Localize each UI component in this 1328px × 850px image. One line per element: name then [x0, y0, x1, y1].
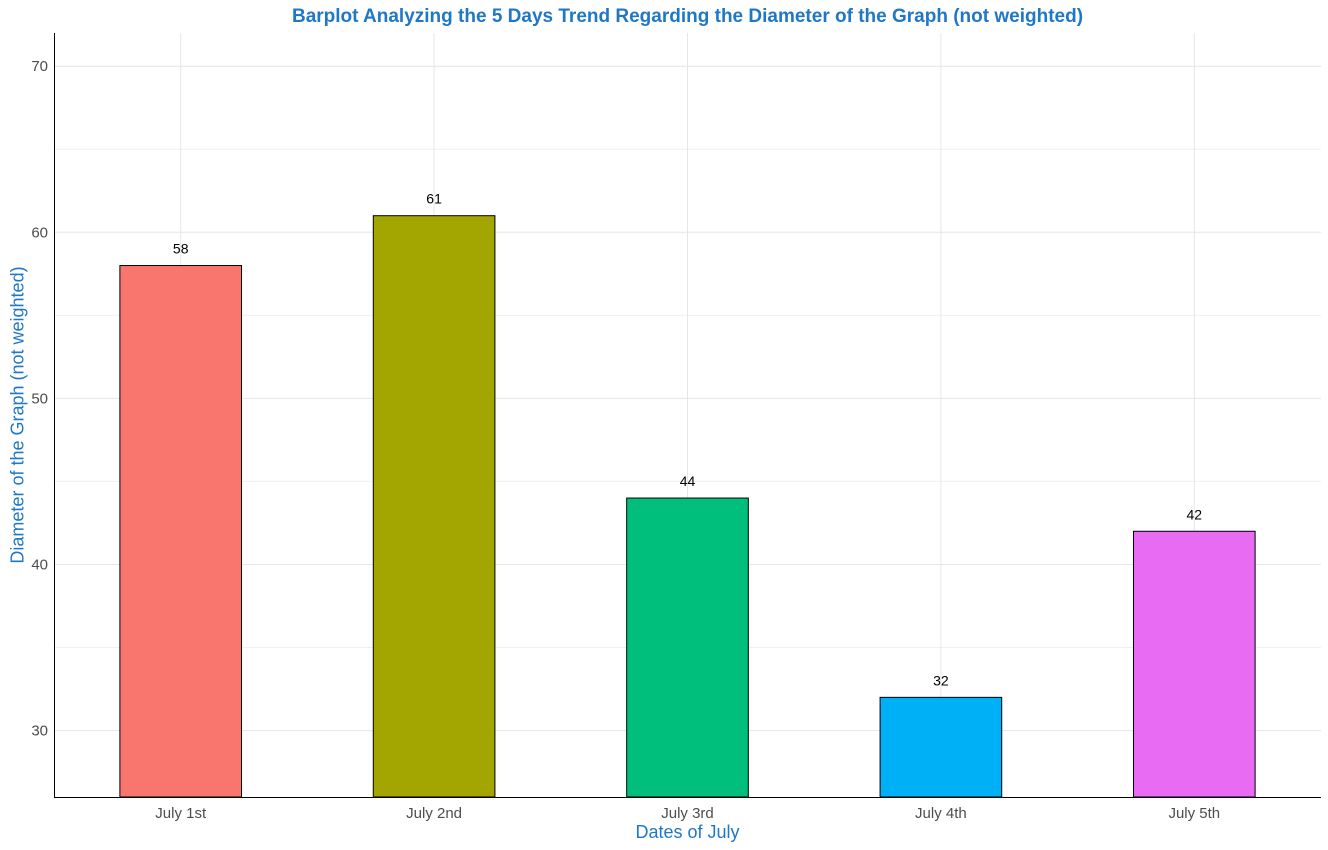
x-tick-label-3: July 3rd: [661, 805, 714, 822]
x-tick-label-2: July 2nd: [406, 805, 462, 822]
bar-5: [1132, 530, 1256, 798]
data-label-1: 58: [173, 241, 189, 257]
data-label-2: 61: [426, 191, 442, 207]
bar-4: [879, 696, 1003, 798]
bar-3: [626, 497, 749, 798]
chart-title: Barplot Analyzing the 5 Days Trend Regar…: [291, 6, 1084, 27]
bar-1: [119, 265, 243, 798]
data-labels: 58 61 44 32 42: [173, 191, 1202, 689]
y-tick-label: 60: [31, 224, 48, 241]
y-tick-label: 50: [31, 390, 48, 407]
y-tick-label: 70: [31, 58, 48, 75]
y-axis-label-text: Diameter of the Graph (not weighted): [7, 266, 28, 564]
x-tick-label-5: July 5th: [1168, 805, 1220, 822]
axis-ticks: 30 40 50 60 70 July 1st July 2nd July 3rd July 4…: [31, 58, 1220, 822]
data-label-4: 32: [933, 672, 949, 688]
x-tick-label-4: July 4th: [915, 805, 967, 822]
y-tick-label: 30: [31, 723, 48, 740]
bars: [119, 215, 1256, 798]
data-label-3: 44: [680, 473, 696, 489]
x-tick-label-1: July 1st: [155, 805, 207, 822]
y-tick-label: 40: [31, 556, 48, 573]
data-label-5: 42: [1187, 506, 1203, 522]
bar-2: [372, 215, 496, 798]
x-axis-label: Dates of July: [635, 822, 740, 842]
